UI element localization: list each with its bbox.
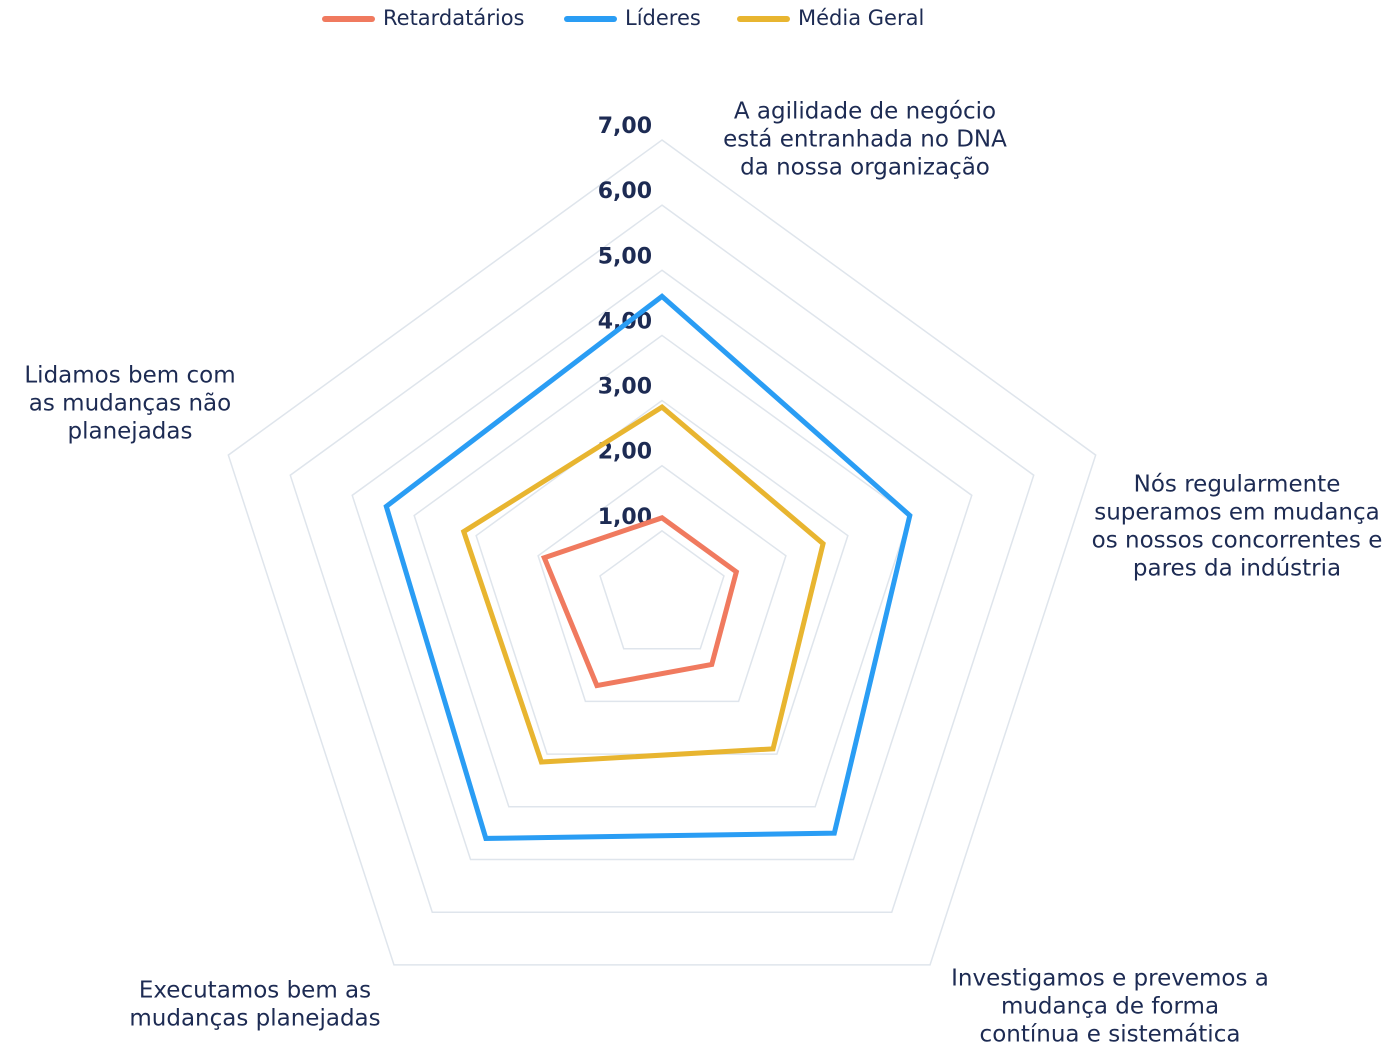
- series-line: [383, 293, 913, 841]
- legend-label: Retardatários: [383, 6, 525, 30]
- category-label: mudança de forma: [1001, 994, 1219, 1020]
- category-label: as mudanças não: [29, 391, 231, 417]
- grid-ring: [351, 269, 973, 861]
- r-tick-label: 3,00: [598, 375, 652, 400]
- grid-ring: [599, 529, 725, 650]
- category-label: Investigamos e prevemos a: [951, 966, 1269, 992]
- category-label: Executamos bem as: [139, 978, 371, 1004]
- grid-ring: [227, 139, 1097, 966]
- category-label: mudanças planejadas: [129, 1006, 380, 1032]
- r-tick-label: 6,00: [598, 179, 652, 204]
- r-tick-label: 7,00: [598, 114, 652, 139]
- category-label: está entranhada no DNA: [723, 127, 1007, 153]
- grid-ring: [413, 334, 911, 808]
- category-label: pares da indústria: [1133, 556, 1341, 582]
- r-tick-label: 5,00: [598, 244, 652, 269]
- series-line: [540, 515, 740, 689]
- category-label: Nós regularmente: [1134, 472, 1341, 498]
- category-label: planejadas: [68, 419, 193, 445]
- grid-ring: [537, 464, 787, 703]
- category-label: A agilidade de negócio: [734, 99, 996, 125]
- category-label: os nossos concorrentes e: [1092, 528, 1383, 554]
- category-label: superamos em mudança: [1094, 500, 1380, 526]
- category-label: da nossa organização: [740, 155, 990, 181]
- legend-label: Média Geral: [798, 6, 924, 30]
- series-line: [460, 403, 826, 765]
- grid-ring: [289, 204, 1035, 913]
- category-label: contínua e sistemática: [980, 1022, 1241, 1048]
- legend-label: Líderes: [625, 6, 701, 30]
- category-label: Lidamos bem com: [24, 363, 235, 389]
